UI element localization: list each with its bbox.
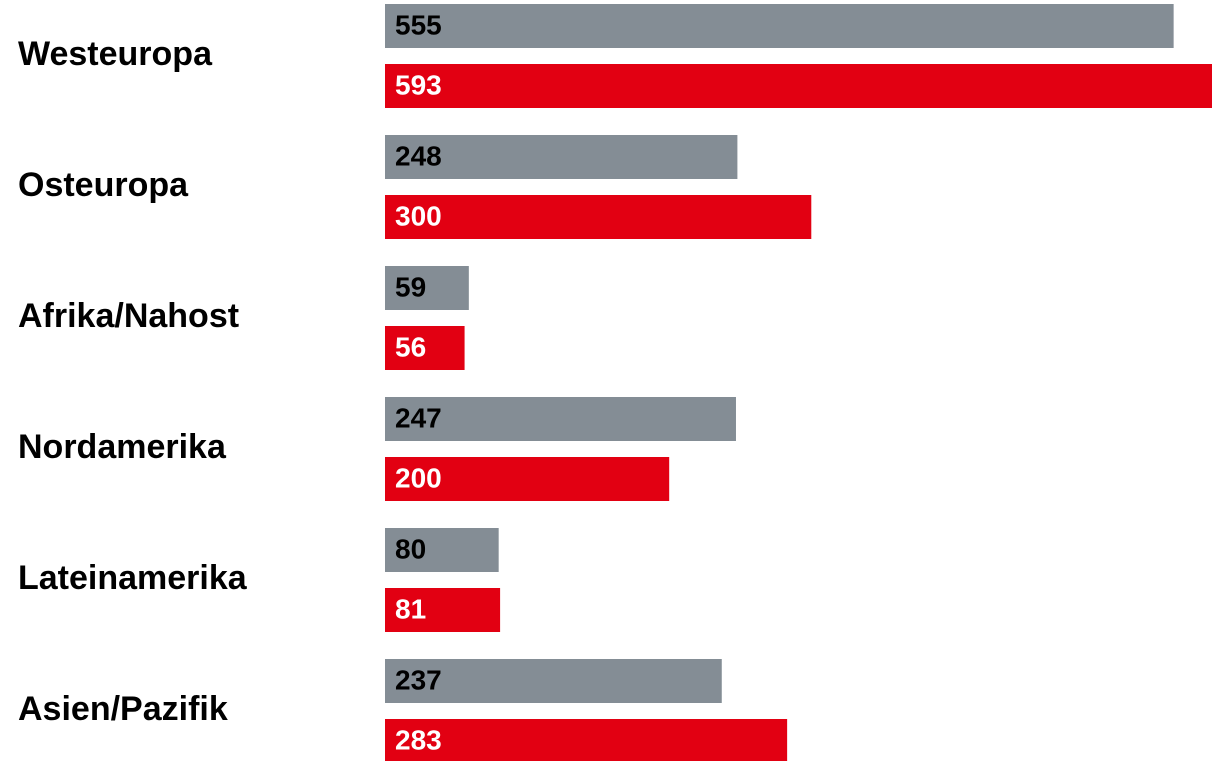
- bar: [385, 266, 469, 310]
- value-label: 555: [395, 9, 442, 40]
- bar: [385, 326, 465, 370]
- category-label: Nordamerika: [18, 428, 227, 466]
- bar: [385, 195, 812, 239]
- bar: [385, 4, 1174, 48]
- bar: [385, 135, 738, 179]
- bar: [385, 659, 722, 703]
- value-label: 59: [395, 271, 426, 302]
- value-label: 81: [395, 593, 426, 624]
- bar: [385, 528, 499, 572]
- value-label: 283: [395, 724, 442, 755]
- value-label: 248: [395, 140, 442, 171]
- bar: [385, 397, 736, 441]
- value-label: 200: [395, 462, 442, 493]
- bar: [385, 457, 670, 501]
- bar: [385, 719, 788, 761]
- bar: [385, 588, 501, 632]
- category-label: Lateinamerika: [18, 559, 248, 597]
- value-label: 56: [395, 331, 426, 362]
- category-label: Asien/Pazifik: [18, 690, 228, 728]
- value-label: 300: [395, 200, 442, 231]
- value-label: 237: [395, 664, 442, 695]
- value-label: 247: [395, 402, 442, 433]
- category-label: Afrika/Nahost: [18, 297, 239, 335]
- category-label: Osteuropa: [18, 166, 189, 204]
- bar: [385, 64, 1212, 108]
- value-label: 80: [395, 533, 426, 564]
- category-label: Westeuropa: [18, 35, 213, 73]
- value-label: 593: [395, 69, 442, 100]
